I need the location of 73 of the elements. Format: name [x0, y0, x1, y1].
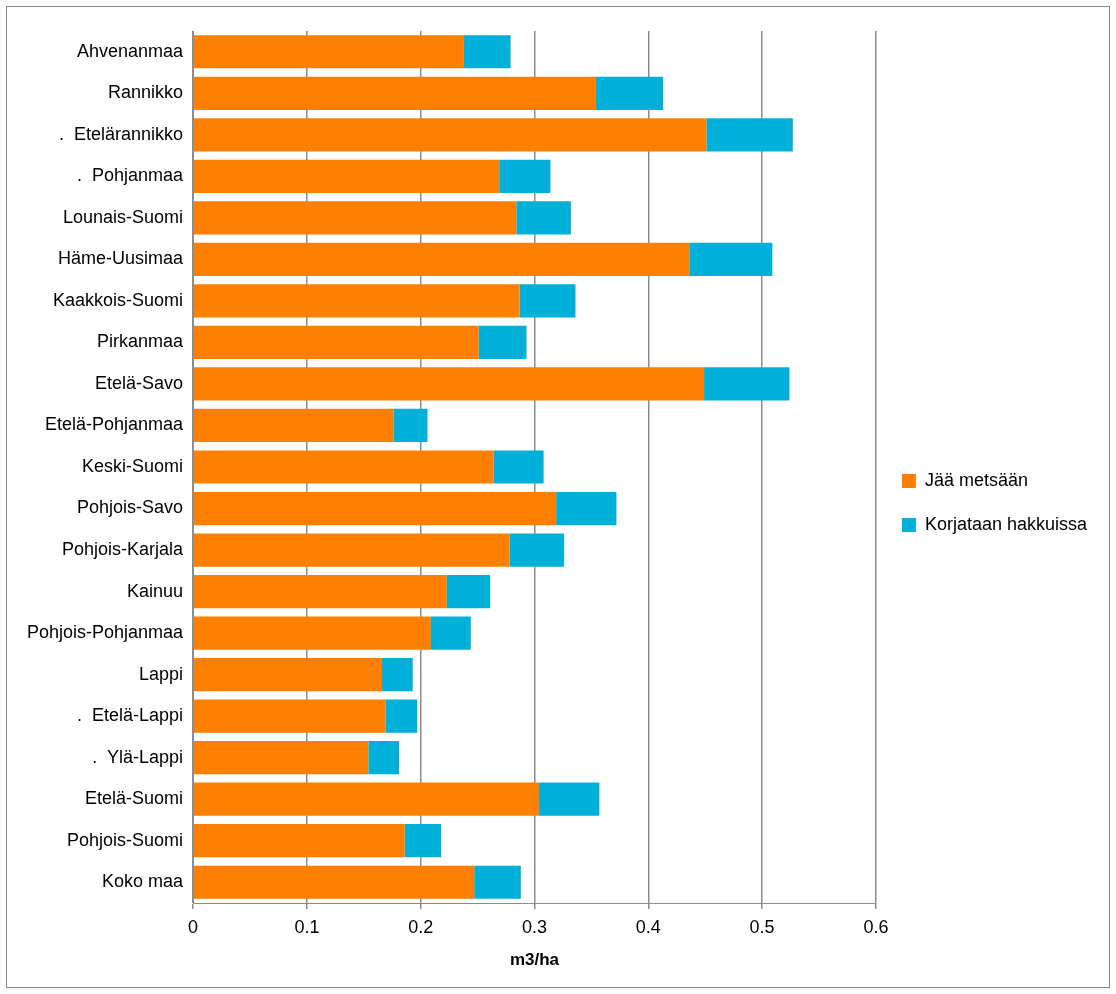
bar: [193, 824, 405, 858]
bar: [193, 491, 557, 526]
y-tick-label: . Etelärannikko: [59, 123, 184, 144]
bar: [193, 76, 596, 110]
bar: [193, 367, 705, 401]
y-tick-label: Ahvenanmaa: [77, 40, 185, 61]
bar: [474, 865, 521, 899]
y-tick-label: Pohjois-Karjala: [62, 539, 185, 560]
legend-label: Jää metsään: [924, 469, 1028, 490]
bar: [193, 325, 479, 360]
bar: [519, 284, 576, 318]
y-tick-label: Etelä-Pohjanmaa: [45, 414, 185, 435]
bar: [595, 76, 664, 110]
bar: [193, 408, 394, 443]
x-tick-label: 0.4: [635, 916, 661, 937]
bar: [556, 491, 617, 526]
y-tick-label: Kainuu: [127, 580, 184, 601]
bar: [393, 408, 428, 443]
bar: [193, 865, 475, 899]
bar: [193, 242, 690, 276]
y-tick-label: Lounais-Suomi: [63, 206, 184, 227]
bar: [193, 118, 707, 152]
bar: [193, 782, 540, 816]
bar: [193, 616, 431, 650]
x-tick-label: 0: [188, 916, 199, 937]
bar: [193, 35, 464, 69]
bar: [404, 824, 442, 858]
bar: [706, 118, 793, 152]
bar: [446, 574, 491, 609]
x-tick-label: 0.2: [408, 916, 434, 937]
y-tick-label: Kaakkois-Suomi: [53, 289, 184, 310]
bar: [368, 741, 400, 775]
bar: [193, 741, 369, 775]
bar: [193, 450, 494, 484]
y-tick-label: . Etelä-Lappi: [77, 705, 184, 726]
bar: [539, 782, 600, 816]
y-tick-label: Pirkanmaa: [97, 331, 185, 352]
y-tick-label: Pohjois-Pohjanmaa: [27, 622, 185, 643]
bar: [385, 699, 418, 733]
bar: [193, 699, 386, 733]
x-tick-label: 0.6: [863, 916, 889, 937]
y-tick-label: . Pohjanmaa: [77, 165, 185, 186]
y-tick-label: Pohjois-Savo: [77, 497, 184, 518]
bar: [430, 616, 471, 650]
bar: [193, 574, 447, 609]
y-tick-label: Koko maa: [102, 871, 185, 892]
x-tick-label: 0.3: [521, 916, 548, 937]
y-tick-label: Etelä-Suomi: [85, 788, 184, 809]
bar: [463, 35, 511, 69]
y-tick-label: Pohjois-Suomi: [67, 829, 184, 850]
bar: [193, 201, 517, 235]
bar: [193, 533, 510, 567]
x-tick-label: 0.1: [294, 916, 320, 937]
bar: [193, 284, 520, 318]
y-tick-label: Rannikko: [108, 82, 184, 103]
bar: [516, 201, 571, 235]
bar: [382, 658, 413, 692]
bar: [704, 367, 790, 401]
y-tick-label: Lappi: [139, 663, 184, 684]
bar: [193, 658, 382, 692]
bar: [499, 159, 551, 193]
bar: [193, 159, 500, 193]
bar: [493, 450, 544, 484]
x-axis-title: m3/ha: [509, 950, 560, 970]
y-tick-label: . Ylä-Lappi: [92, 746, 184, 767]
bar: [509, 533, 565, 567]
y-tick-label: Etelä-Savo: [95, 372, 184, 393]
legend-label: Korjataan hakkuissa: [924, 513, 1088, 534]
y-tick-label: Häme-Uusimaa: [58, 248, 185, 269]
bar: [689, 242, 773, 276]
x-tick-label: 0.5: [749, 916, 775, 937]
y-tick-label: Keski-Suomi: [82, 455, 184, 476]
bar: [478, 325, 527, 360]
